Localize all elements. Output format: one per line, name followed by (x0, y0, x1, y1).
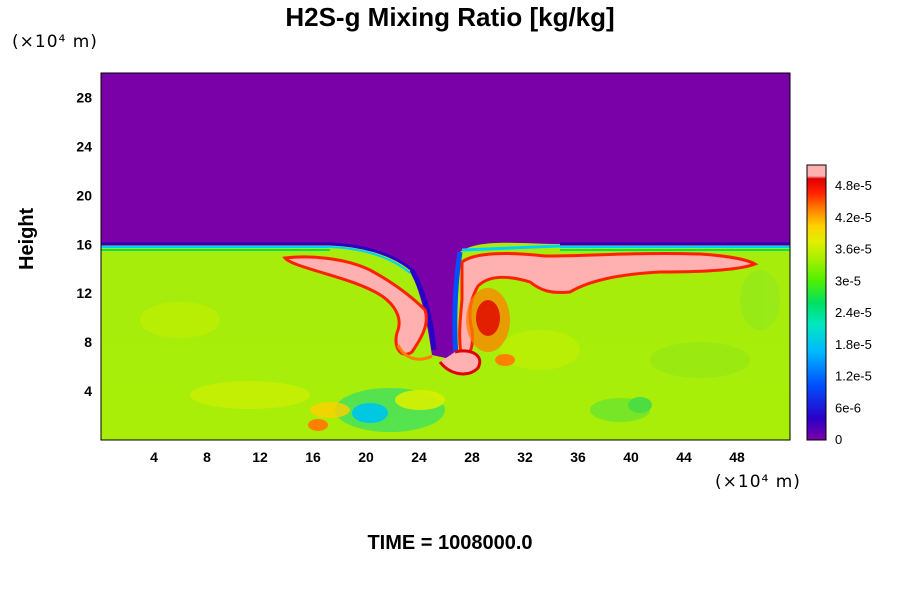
x-tick-label: 40 (623, 449, 639, 465)
y-tick-label: 24 (76, 138, 92, 154)
x-axis-unit: (×10⁴ m) (715, 472, 801, 492)
y-tick-label: 8 (84, 334, 92, 350)
x-tick-label: 48 (729, 449, 745, 465)
x-tick-label: 4 (150, 449, 158, 465)
y-tick-label: 16 (76, 236, 92, 252)
x-tick-label: 12 (252, 449, 268, 465)
y-axis-unit: (×10⁴ m) (12, 32, 98, 52)
colorbar-tick-label: 1.2e-5 (835, 369, 872, 384)
chart-title: H2S-g Mixing Ratio [kg/kg] (285, 2, 615, 32)
plot-frame (100, 72, 791, 441)
x-tick-label: 36 (570, 449, 586, 465)
mixing-region (308, 388, 445, 432)
upper-layer (101, 73, 790, 360)
colorbar-tick-label: 4.8e-5 (835, 178, 872, 193)
x-tick-label: 28 (464, 449, 480, 465)
left-plume (282, 255, 428, 356)
colorbar-tick-label: 1.8e-5 (835, 337, 872, 352)
x-tick-label: 16 (305, 449, 321, 465)
x-tick-label: 32 (517, 449, 533, 465)
x-tick-label: 44 (676, 449, 692, 465)
y-tick-label: 20 (76, 187, 92, 203)
colorbar-tick-label: 3.6e-5 (835, 242, 872, 257)
colorbar-tick-label: 2.4e-5 (835, 305, 872, 320)
colorbar (806, 164, 827, 441)
y-tick-label: 28 (76, 89, 92, 105)
turbulence-patches (140, 270, 780, 422)
x-tick-label: 24 (411, 449, 427, 465)
y-tick-label: 4 (84, 383, 92, 399)
y-tick-label: 12 (76, 285, 92, 301)
colorbar-tick-label: 6e-6 (835, 400, 861, 415)
colorbar-tick-label: 3e-5 (835, 273, 861, 288)
time-label: TIME = 1008000.0 (367, 532, 533, 554)
x-tick-label: 8 (203, 449, 211, 465)
colorbar-tick-label: 4.2e-5 (835, 210, 872, 225)
colorbar-tick-label: 0 (835, 432, 842, 447)
x-tick-label: 20 (358, 449, 374, 465)
